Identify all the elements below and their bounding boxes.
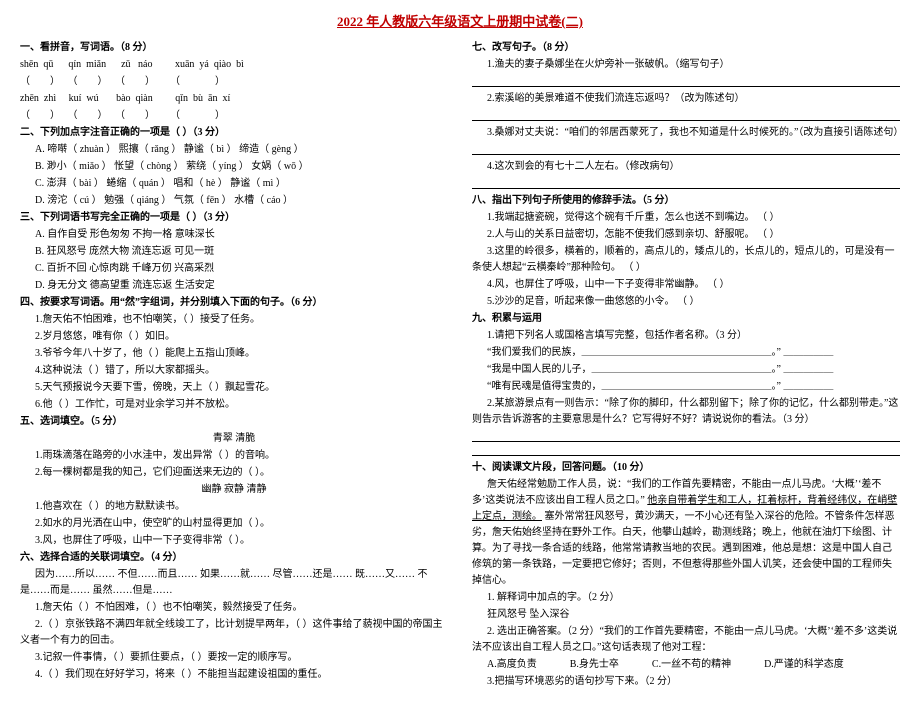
fill-line: 2.如水的月光洒在山中，使空旷的山村显得更加（ ）。	[20, 516, 448, 532]
option-line: B. 渺小（ miǎo ） 怅望（ chòng ） 萦绕（ yíng ） 女娲（…	[20, 159, 448, 175]
word-bank: 幽静 寂静 清静	[20, 482, 448, 498]
passage-text: 詹天佑经常勉励工作人员，说：“我们的工作首先要精密，不能由一点儿马虎。‘大概’‘…	[472, 477, 900, 589]
left-column: 一、看拼音，写词语。（8 分） shēn qū qín miǎn zǔ náo …	[20, 39, 448, 691]
two-column-layout: 一、看拼音，写词语。（8 分） shēn qū qín miǎn zǔ náo …	[20, 39, 900, 691]
fill-line: “我是中国人民的儿子，＿＿＿＿＿＿＿＿＿＿＿＿＿＿＿＿＿＿。” ＿＿＿＿＿	[472, 362, 900, 378]
answer-blank	[472, 432, 900, 442]
passage-part: 塞外常常狂风怒号，黄沙满天，一不小心还有坠入深谷的危险。不管条件怎样恶劣，詹天佑…	[472, 511, 895, 586]
page-title: 2022 年人教版六年级语文上册期中试卷(二)	[20, 12, 900, 33]
pinyin-row: shēn qū qín miǎn zǔ náo xuān yá qiào bì	[20, 57, 448, 73]
fill-line: 1.詹天佑（ ）不怕困难，（ ）也不怕嘲笑，毅然接受了任务。	[20, 600, 448, 616]
option-line: C. 百折不回 心惊肉跳 千峰万仞 兴高采烈	[20, 261, 448, 277]
question-line: 1.渔夫的妻子桑娜坐在火炉旁补一张破帆。（缩写句子）	[472, 57, 900, 73]
question-line: 1.请把下列名人或国格言填写完整，包括作者名称。（3 分）	[472, 328, 900, 344]
option-line: D. 滂沱（ cú ） 勉强（ qiáng ） 气氛（ fēn ） 水槽（ cá…	[20, 193, 448, 209]
section6-head: 六、选择合适的关联词填空。（4 分）	[20, 550, 448, 566]
fill-line: 1.詹天佑不怕困难，也不怕嘲笑，（ ）接受了任务。	[20, 312, 448, 328]
question-line: 3.桑娜对丈夫说：“咱们的邻居西蒙死了，我也不知道是什么时候死的。”（改为直接引…	[472, 125, 900, 141]
pinyin-row: （ ） （ ） （ ） （ ）	[20, 108, 448, 124]
question-line: 4.这次到会的有七十二人左右。（修改病句）	[472, 159, 900, 175]
question-line: 3.把描写环境恶劣的语句抄写下来。（2 分）	[472, 674, 900, 690]
fill-line: 2.每一棵树都是我的知己，它们迎面送来无边的（ ）。	[20, 465, 448, 481]
right-column: 七、改写句子。（8 分） 1.渔夫的妻子桑娜坐在火炉旁补一张破帆。（缩写句子） …	[472, 39, 900, 691]
question-line: 1.我端起搪瓷碗，觉得这个碗有千斤重，怎么也送不到嘴边。 （ ）	[472, 210, 900, 226]
question-line: 2.人与山的关系日益密切，怎能不使我们感到亲切、舒服呢。 （ ）	[472, 227, 900, 243]
option-line: A. 啼啭（ zhuàn ） 熙攘（ rǎng ） 静谧（ bì ） 缔造（ g…	[20, 142, 448, 158]
answer-blank	[472, 77, 900, 87]
section3-head: 三、下列词语书写完全正确的一项是（ ）（3 分）	[20, 210, 448, 226]
option-b: B.身先士卒	[555, 657, 619, 673]
question-line: 3.这里的岭很多，横着的，顺着的，高点儿的，矮点儿的，长点儿的，短点儿的，可是没…	[472, 244, 900, 276]
section2-head: 二、下列加点字注音正确的一项是（ ）（3 分）	[20, 125, 448, 141]
option-line: A. 自作自受 形色匆匆 不拘一格 意味深长	[20, 227, 448, 243]
option-line: C. 澎湃（ bài ） 蜷缩（ quán ） 唱和（ hè ） 静谧（ mì …	[20, 176, 448, 192]
answer-blank	[472, 179, 900, 189]
section1-head: 一、看拼音，写词语。（8 分）	[20, 40, 448, 56]
section10-head: 十、阅读课文片段，回答问题。（10 分）	[472, 460, 900, 476]
fill-line: 1.他喜欢在（ ）的地方默默读书。	[20, 499, 448, 515]
word-line: 狂风怒号 坠入深谷	[472, 607, 900, 623]
fill-line: “唯有民魂是值得宝贵的，＿＿＿＿＿＿＿＿＿＿＿＿＿＿＿＿＿。” ＿＿＿＿＿	[472, 379, 900, 395]
option-row: A.高度负责 B.身先士卒 C.一丝不苟的精神 D.严谨的科学态度	[472, 657, 900, 673]
pinyin-row: （ ） （ ） （ ） （ ）	[20, 74, 448, 90]
answer-blank	[472, 145, 900, 155]
section8-head: 八、指出下列句子所使用的修辞手法。（5 分）	[472, 193, 900, 209]
question-line: 2. 选出正确答案。（2 分）“我们的工作首先要精密，不能由一点儿马虎。‘大概’…	[472, 624, 900, 656]
question-line: 5.沙沙的足音，听起来像一曲悠悠的小令。 （ ）	[472, 294, 900, 310]
fill-line: 2.（ ）京张铁路不满四年就全线竣工了，比计划提早两年，（ ）这件事给了藐视中国…	[20, 617, 448, 649]
option-line: B. 狂风怒号 庞然大物 流连忘返 可见一斑	[20, 244, 448, 260]
question-line: 2.某旅游景点有一则告示：“除了你的脚印，什么都别留下；除了你的记忆，什么都别带…	[472, 396, 900, 428]
option-line: D. 身无分文 德高望重 流连忘返 生活安定	[20, 278, 448, 294]
answer-blank	[472, 111, 900, 121]
fill-line: 6.他（ ）工作忙，可是对业余学习并不放松。	[20, 397, 448, 413]
pinyin-row: zhēn zhì kuí wú bào qiàn qǐn bù ān xí	[20, 91, 448, 107]
option-c: C.一丝不苟的精神	[637, 657, 731, 673]
fill-line: 3.爷爷今年八十岁了，他（ ）能爬上五指山顶峰。	[20, 346, 448, 362]
fill-line: 3.记叙一件事情，（ ）要抓住要点，（ ）要按一定的顺序写。	[20, 650, 448, 666]
fill-line: 2.岁月悠悠，唯有你（ ）如旧。	[20, 329, 448, 345]
fill-line: 1.雨珠滴落在路旁的小水洼中，发出异常（ ）的音响。	[20, 448, 448, 464]
fill-line: “我们爱我们的民族，＿＿＿＿＿＿＿＿＿＿＿＿＿＿＿＿＿＿＿。” ＿＿＿＿＿	[472, 345, 900, 361]
section7-head: 七、改写句子。（8 分）	[472, 40, 900, 56]
section4-head: 四、按要求写词语。用“然”字组词，并分别填入下面的句子。（6 分）	[20, 295, 448, 311]
word-bank: 青翠 清脆	[20, 431, 448, 447]
word-pair: 狂风怒号 坠入深谷	[487, 609, 570, 620]
word-bank: 因为……所以…… 不但……而且…… 如果……就…… 尽管……还是…… 既……又……	[20, 567, 448, 599]
answer-blank	[472, 446, 900, 456]
section9-head: 九、积累与运用	[472, 311, 900, 327]
fill-line: 5.天气预报说今天要下雪，傍晚，天上（ ）飘起雪花。	[20, 380, 448, 396]
question-line: 4.风，也屏住了呼吸，山中一下子变得非常幽静。 （ ）	[472, 277, 900, 293]
question-line: 1. 解释词中加点的字。（2 分）	[472, 590, 900, 606]
question-line: 2.索溪峪的美景难道不使我们流连忘返吗？（改为陈述句）	[472, 91, 900, 107]
fill-line: 4.（ ）我们现在好好学习，将来（ ）不能担当起建设祖国的重任。	[20, 667, 448, 683]
option-a: A.高度负责	[472, 657, 537, 673]
section5-head: 五、选词填空。（5 分）	[20, 414, 448, 430]
fill-line: 3.风，也屏住了呼吸，山中一下子变得非常（ ）。	[20, 533, 448, 549]
option-d: D.严谨的科学态度	[749, 657, 844, 673]
fill-line: 4.这种说法（ ）错了，所以大家都摇头。	[20, 363, 448, 379]
